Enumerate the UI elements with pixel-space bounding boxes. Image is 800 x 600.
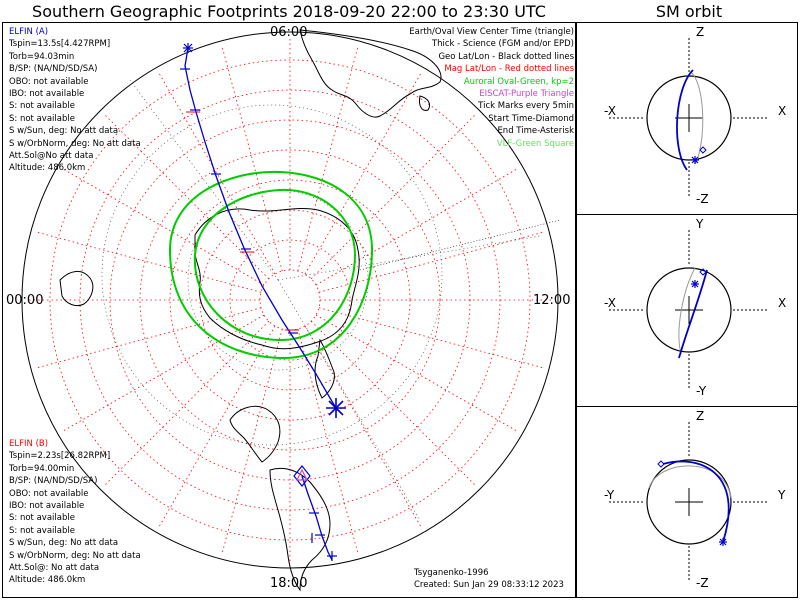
elfin-b-orbit bbox=[648, 465, 732, 499]
elfin-a-line: B/SP: (NA/ND/SD/SA) bbox=[9, 64, 98, 75]
elfin-a-line: Torb=94.03min bbox=[9, 51, 75, 62]
elfin-a-line: Tspin=13.5s[4.427RPM] bbox=[9, 39, 111, 50]
elfin-b-line: S w/Sun, deg: No att data bbox=[9, 538, 119, 549]
end-asterisk-icon bbox=[691, 156, 699, 164]
elfin-a-info: ELFIN (A) Tspin=13.5s[4.427RPM] Torb=94.… bbox=[9, 26, 141, 175]
elfin-b-line: Att.Sol@: No att data bbox=[9, 562, 100, 573]
sm-panel-graphic bbox=[609, 422, 769, 582]
earth-circle bbox=[646, 459, 732, 545]
sm-axis-left: -X bbox=[604, 296, 616, 310]
sm-axis-right: X bbox=[778, 296, 787, 310]
legend-item: End Time-Asterisk bbox=[497, 126, 574, 137]
elfin-b-line: Tspin=2.23s[26.82RPM] bbox=[9, 451, 111, 462]
end-asterisk-icon bbox=[691, 280, 699, 288]
start-diamond-icon bbox=[699, 268, 707, 276]
auroral-oval bbox=[168, 170, 374, 360]
sm-axis-top: Z bbox=[696, 409, 705, 423]
elfin-a-tick-marks-red bbox=[186, 111, 299, 331]
elfin-b-orbit bbox=[678, 267, 696, 355]
elfin-b-line: S: not available bbox=[9, 525, 75, 536]
legend-item: VLF-Green Square bbox=[496, 138, 574, 149]
elfin-b-line: IBO: not available bbox=[9, 500, 85, 511]
elfin-a-line: S w/Sun, deg: No att data bbox=[9, 126, 119, 137]
legend: Earth/Oval View Center Time (triangle) T… bbox=[409, 26, 574, 150]
elfin-b-line: B/SP: (NA/ND/SD/SA) bbox=[9, 476, 98, 487]
elfin-a-orbit bbox=[662, 460, 730, 543]
elfin-a-header: ELFIN (A) bbox=[9, 27, 49, 37]
elfin-a-line: Att.Sol@No att data bbox=[9, 150, 94, 161]
sm-axis-left: -X bbox=[604, 104, 616, 118]
geo-meridian-line bbox=[359, 219, 561, 271]
mlt-label-left: 00:00 bbox=[6, 293, 44, 308]
legend-item: Geo Lat/Lon - Black dotted lines bbox=[438, 51, 574, 62]
mlt-label-bottom: 18:00 bbox=[270, 576, 308, 591]
elfin-b-line: OBO: not available bbox=[9, 488, 89, 499]
elfin-a-tick-marks bbox=[180, 68, 298, 334]
sm-axis-top: Y bbox=[696, 217, 704, 231]
legend-item: Start Time-Diamond bbox=[488, 113, 574, 124]
elfin-b-line: S: not available bbox=[9, 513, 75, 524]
legend-item: Mag Lat/Lon - Red dotted lines bbox=[444, 64, 574, 75]
legend-item: Auroral Oval-Green, kp=2 bbox=[463, 76, 574, 87]
elfin-a-orbit bbox=[678, 269, 708, 359]
end-asterisk-icon bbox=[719, 538, 727, 546]
sm-frame bbox=[576, 22, 798, 598]
sm-orbit-graphics bbox=[609, 38, 769, 582]
sm-axis-top: Z bbox=[696, 25, 705, 39]
sm-panel-xy: Y -Y -X X bbox=[578, 214, 800, 406]
sm-axis-left: -Y bbox=[604, 488, 615, 502]
elfin-a-line: Altitude: 486.0km bbox=[9, 163, 86, 174]
elfin-a-line: S: not available bbox=[9, 113, 75, 124]
created-label: Created: Sun Jan 29 08:33:12 2023 bbox=[414, 580, 564, 591]
legend-item: Tick Marks every 5min bbox=[478, 101, 574, 112]
continent-outlines bbox=[59, 29, 442, 592]
sm-axis-bottom: -Z bbox=[696, 576, 709, 590]
legend-item: Thick - Science (FGM and/or EPD) bbox=[431, 39, 574, 50]
mlt-label-top: 06:00 bbox=[270, 25, 308, 40]
sm-axis-bottom: -Y bbox=[696, 384, 707, 398]
eiscat-triangle-icon bbox=[296, 468, 308, 481]
sm-panel-yz: Z -Z -Y Y bbox=[578, 406, 800, 598]
elfin-a-line: S: not available bbox=[9, 101, 75, 112]
elfin-a-line: OBO: not available bbox=[9, 76, 89, 87]
mlt-label-right: 12:00 bbox=[533, 293, 571, 308]
elfin-b-header: ELFIN (B) bbox=[9, 439, 49, 449]
elfin-b-info: ELFIN (B) Tspin=2.23s[26.82RPM] Torb=94.… bbox=[9, 438, 141, 587]
legend-item: EISCAT-Purple Triangle bbox=[479, 88, 574, 99]
elfin-a-line: S w/OrbNorm, deg: No att data bbox=[9, 138, 141, 149]
elfin-a-orbit bbox=[676, 69, 694, 171]
end-asterisk-icon bbox=[326, 398, 346, 418]
start-diamond-icon bbox=[699, 146, 707, 154]
start-diamond-icon bbox=[293, 465, 311, 487]
elfin-a-line: IBO: not available bbox=[9, 88, 85, 99]
elfin-b-line: S w/OrbNorm, deg: No att data bbox=[9, 550, 141, 561]
elfin-b-tick-marks bbox=[309, 512, 337, 561]
elfin-b-line: Altitude: 486.0km bbox=[9, 575, 86, 586]
sm-axis-right: X bbox=[778, 104, 787, 118]
elfin-b-line: Torb=94.00min bbox=[9, 463, 75, 474]
sm-panel-graphic bbox=[609, 230, 769, 390]
elfin-a-footprint-track bbox=[184, 47, 337, 409]
map-frame bbox=[2, 22, 576, 598]
sm-axis-bottom: -Z bbox=[696, 192, 709, 206]
sm-panel-graphic bbox=[609, 38, 769, 198]
page-title: Southern Geographic Footprints 2018-09-2… bbox=[32, 2, 546, 21]
legend-item: Earth/Oval View Center Time (triangle) bbox=[409, 27, 574, 37]
sm-panel-xz: Z -Z -X X bbox=[578, 22, 800, 214]
sm-orbit-title: SM orbit bbox=[655, 2, 723, 21]
sm-axis-right: Y bbox=[778, 488, 786, 502]
credits: Tsyganenko-1996 Created: Sun Jan 29 08:3… bbox=[414, 567, 564, 592]
model-label: Tsyganenko-1996 bbox=[414, 568, 489, 578]
earth-circle bbox=[646, 267, 732, 353]
start-asterisk-icon bbox=[183, 43, 193, 53]
start-diamond-icon bbox=[657, 460, 665, 468]
elfin-b-footprint-track bbox=[301, 475, 333, 561]
